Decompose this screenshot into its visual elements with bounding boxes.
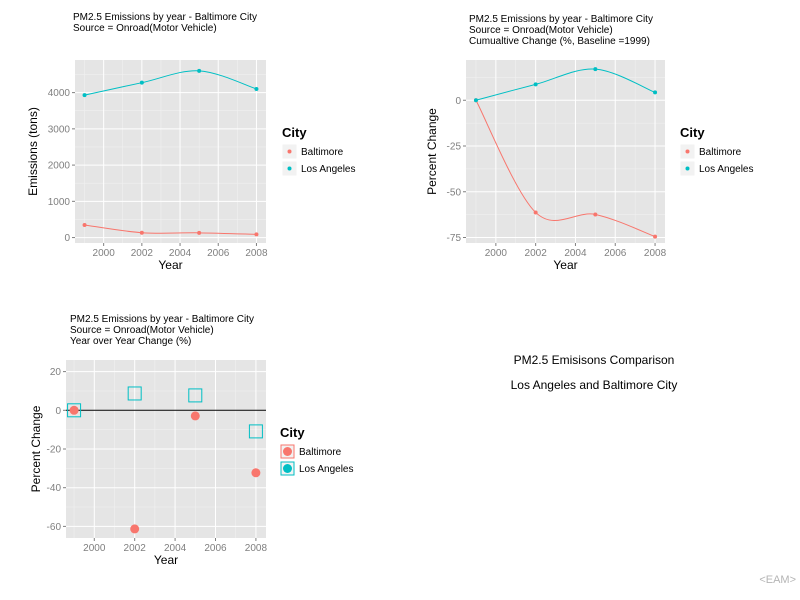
x-tick-label: 2008 (245, 543, 268, 554)
legend-title: City (282, 125, 307, 140)
series-line-baltimore (475, 100, 656, 238)
data-point-baltimore (251, 468, 261, 478)
caption-line-2: Los Angeles and Baltimore City (510, 378, 678, 392)
x-tick-label: 2008 (245, 248, 268, 259)
legend-label-baltimore: Baltimore (299, 447, 342, 458)
series-line-baltimore (84, 224, 257, 235)
legend-key-los-angeles (685, 166, 690, 171)
x-tick-label: 2006 (604, 248, 627, 259)
data-point-los-angeles (248, 424, 263, 439)
y-tick-label: 2000 (48, 161, 71, 172)
data-point-los-angeles (473, 98, 478, 103)
x-tick-label: 2000 (93, 248, 116, 259)
y-axis-label: Emissions (tons) (26, 107, 40, 196)
legend-title: City (280, 425, 305, 440)
y-tick-label: -25 (447, 142, 462, 153)
data-point-baltimore (197, 230, 202, 235)
legend-key-baltimore (287, 149, 292, 154)
data-point-los-angeles (533, 82, 538, 87)
legend-key-baltimore-square (280, 444, 295, 459)
data-point-los-angeles (197, 68, 202, 73)
chart-title-line: PM2.5 Emissions by year - Baltimore City (469, 14, 653, 25)
x-axis-label: Year (158, 258, 182, 272)
y-tick-label: 20 (50, 367, 62, 378)
legend-label-baltimore: Baltimore (301, 147, 344, 158)
x-tick-label: 2002 (525, 248, 548, 259)
legend-title: City (680, 125, 705, 140)
y-tick-label: 3000 (48, 124, 71, 135)
data-point-baltimore (82, 222, 87, 227)
y-axis-label: Percent Change (425, 108, 439, 195)
data-point-baltimore (593, 212, 598, 217)
y-tick-label: -40 (47, 483, 62, 494)
x-tick-label: 2000 (83, 543, 106, 554)
chart-title-line: PM2.5 Emissions by year - Baltimore City (70, 314, 254, 325)
data-point-baltimore (254, 232, 259, 237)
chart-title-line: Source = Onroad(Motor Vehicle) (73, 23, 217, 34)
data-point-los-angeles (254, 86, 259, 91)
x-tick-label: 2006 (207, 248, 230, 259)
data-point-los-angeles (127, 386, 142, 401)
data-point-los-angeles (188, 388, 203, 403)
x-tick-label: 2004 (564, 248, 587, 259)
caption-line-1: PM2.5 Emisisons Comparison (513, 353, 675, 367)
legend-label-baltimore: Baltimore (699, 147, 742, 158)
credit-label: <EAM> (759, 574, 796, 586)
legend-key-los-angeles-square (280, 461, 295, 476)
data-point-baltimore (130, 524, 140, 534)
y-tick-label: -60 (47, 522, 62, 533)
legend-key-baltimore (283, 447, 292, 456)
x-axis-label: Year (553, 258, 577, 272)
x-tick-label: 2008 (644, 248, 667, 259)
series-line-los-angeles (84, 70, 257, 96)
data-point-baltimore (139, 230, 144, 235)
legend-key-los-angeles (283, 464, 292, 473)
legend-label-los-angeles: Los Angeles (301, 164, 356, 175)
legend-key-baltimore (685, 149, 690, 154)
x-tick-label: 2004 (164, 543, 187, 554)
data-point-los-angeles (139, 80, 144, 85)
data-point-baltimore (653, 234, 658, 239)
x-tick-label: 2002 (131, 248, 154, 259)
y-tick-label: 0 (64, 233, 70, 244)
y-tick-label: 4000 (48, 88, 71, 99)
y-tick-label: 0 (455, 96, 461, 107)
data-point-los-angeles (67, 403, 82, 418)
chart-title-line: Source = Onroad(Motor Vehicle) (469, 25, 613, 36)
data-point-baltimore (69, 405, 79, 415)
series-line-los-angeles (475, 68, 656, 101)
legend-key-los-angeles (287, 166, 292, 171)
chart-title-line: Source = Onroad(Motor Vehicle) (70, 325, 214, 336)
y-tick-label: -75 (447, 233, 462, 244)
data-point-los-angeles (82, 93, 87, 98)
legend-label-los-angeles: Los Angeles (699, 164, 754, 175)
chart-title-line: Year over Year Change (%) (70, 336, 191, 347)
y-tick-label: -50 (447, 187, 462, 198)
y-tick-label: 0 (55, 406, 61, 417)
legend-label-los-angeles: Los Angeles (299, 464, 354, 475)
x-axis-label: Year (154, 553, 178, 567)
x-tick-label: 2004 (169, 248, 192, 259)
chart-title-line: Cumualtive Change (%, Baseline =1999) (469, 36, 650, 47)
data-point-los-angeles (593, 67, 598, 72)
x-tick-label: 2000 (485, 248, 508, 259)
data-point-los-angeles (653, 90, 658, 95)
y-axis-label: Percent Change (29, 405, 43, 492)
chart-panel-2: PM2.5 Emissions by year - Baltimore City… (425, 14, 754, 272)
y-tick-label: 1000 (48, 197, 71, 208)
y-tick-label: -20 (47, 445, 62, 456)
chart-title-line: PM2.5 Emissions by year - Baltimore City (73, 12, 257, 23)
data-point-baltimore (533, 210, 538, 215)
x-tick-label: 2006 (204, 543, 227, 554)
chart-panel-3: PM2.5 Emissions by year - Baltimore City… (29, 314, 354, 567)
data-point-baltimore (190, 411, 200, 421)
chart-panel-1: PM2.5 Emissions by year - Baltimore City… (26, 12, 356, 272)
plot-background (466, 60, 665, 243)
x-tick-label: 2002 (124, 543, 147, 554)
